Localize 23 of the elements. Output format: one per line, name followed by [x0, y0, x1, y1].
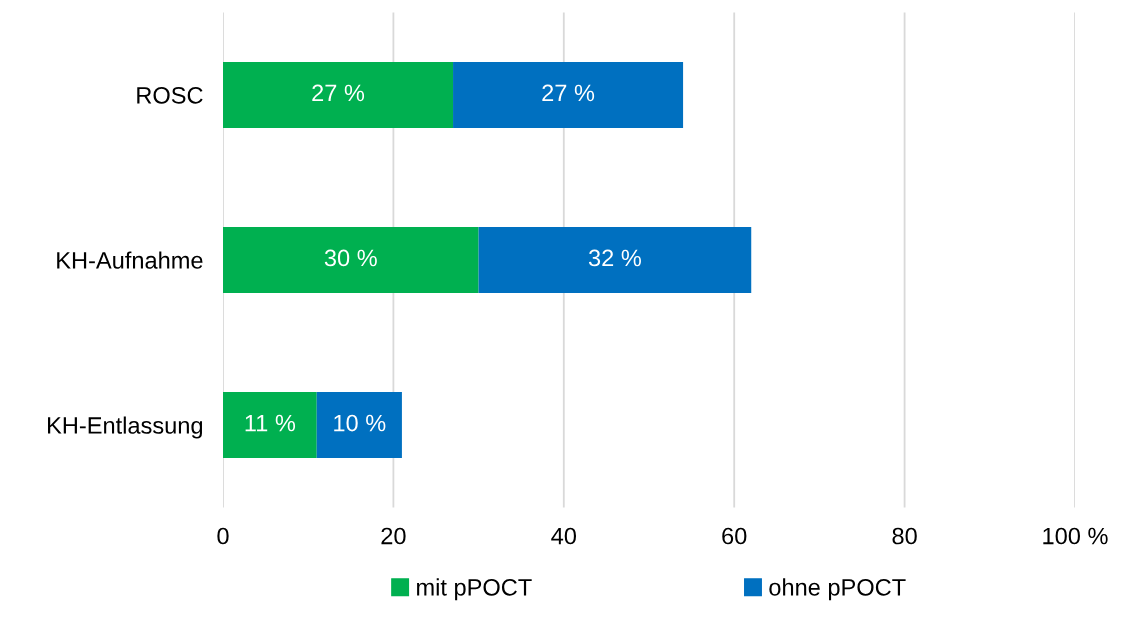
- data-label: 10 %: [334, 414, 386, 432]
- bar: [223, 61, 454, 128]
- data-label: 32 %: [588, 249, 641, 267]
- bar: [223, 226, 479, 293]
- bar: [478, 226, 752, 293]
- data-label: 27 %: [542, 84, 595, 102]
- bar: [453, 61, 684, 128]
- x-tick-label: 40: [551, 527, 577, 545]
- data-label: 27 %: [312, 84, 365, 102]
- data-label: 11 %: [245, 414, 296, 432]
- x-tick-label: 20: [381, 527, 406, 545]
- data-label: 30 %: [324, 249, 377, 267]
- bar: [223, 392, 317, 459]
- y-tick-label: KH-Entlassung: [48, 416, 203, 439]
- x-tick-label: 100 %: [1043, 527, 1108, 545]
- x-tick-label: 60: [722, 527, 747, 545]
- bar: [316, 392, 402, 459]
- y-tick-label: ROSC: [137, 86, 203, 104]
- x-tick-label: 80: [892, 527, 917, 545]
- legend-label: ohne pPOCT: [769, 578, 906, 601]
- legend-label: mit pPOCT: [417, 578, 532, 601]
- x-tick-label: 0: [217, 527, 229, 545]
- y-tick-label: KH-Aufnahme: [57, 251, 203, 269]
